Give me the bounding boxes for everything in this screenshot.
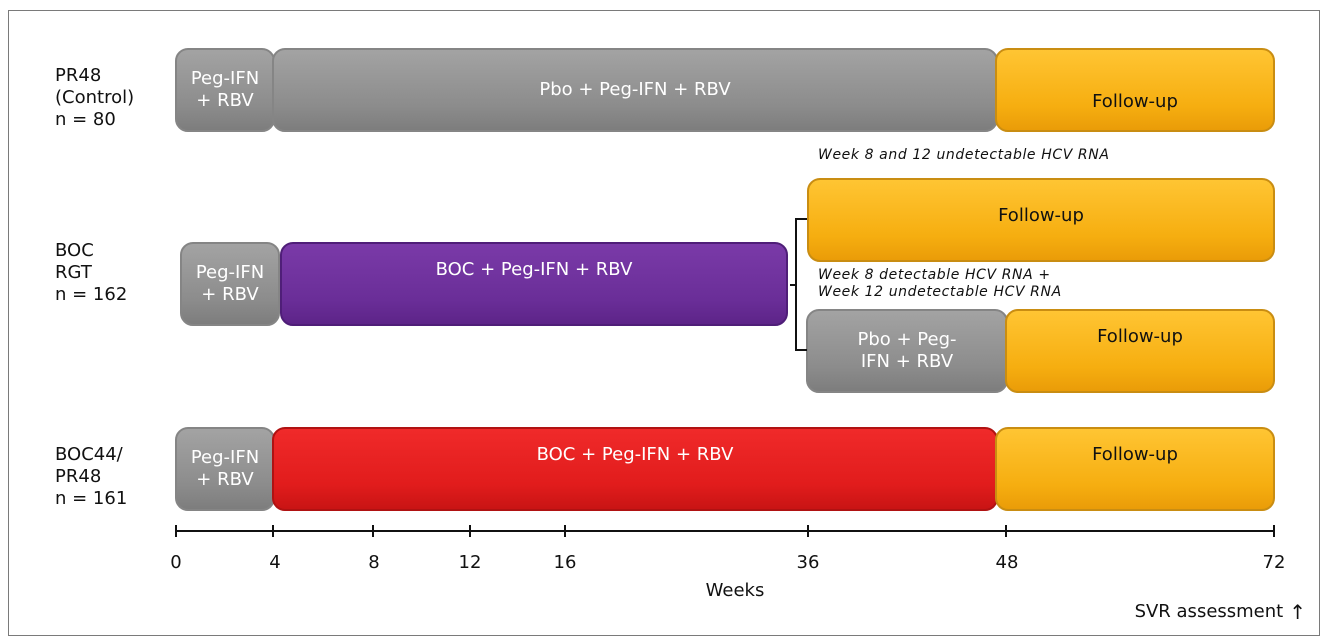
arm-label-pr48: PR48 (Control) n = 80: [55, 65, 135, 130]
rgt-pbo-bar: Pbo + Peg- IFN + RBV: [806, 309, 1008, 393]
axis-title: Weeks: [705, 580, 765, 601]
axis-tick-label: 8: [368, 552, 380, 573]
axis-tick-label: 36: [796, 552, 820, 573]
axis-tick: [175, 525, 177, 537]
bracket-bottom-arm: [795, 349, 807, 351]
arrow-up-icon: ↑: [1289, 599, 1306, 624]
axis-tick-label: 12: [458, 552, 482, 573]
axis-tick: [272, 525, 274, 537]
boc44-main-bar: BOC + Peg-IFN + RBV: [272, 427, 998, 511]
axis-tick-label: 4: [269, 552, 281, 573]
pr48-leadin-bar: Peg-IFN + RBV: [175, 48, 275, 132]
rgt-leadin-bar: Peg-IFN + RBV: [180, 242, 280, 326]
bracket-stem: [790, 284, 797, 286]
pr48-main-bar: Pbo + Peg-IFN + RBV: [272, 48, 998, 132]
axis-tick-label: 0: [170, 552, 182, 573]
axis-tick: [469, 525, 471, 537]
svr-assessment-note: SVR assessment ↑: [1135, 601, 1306, 622]
axis-tick: [1273, 525, 1275, 537]
axis-tick: [807, 525, 809, 537]
bracket-top-arm: [795, 218, 807, 220]
svr-assessment-label: SVR assessment: [1134, 601, 1284, 622]
diagram-frame: [8, 10, 1320, 636]
axis-tick: [1005, 525, 1007, 537]
rgt-followup-b-bar: Follow-up: [1005, 309, 1275, 393]
note-detectable: Week 8 detectable HCV RNA + Week 12 unde…: [818, 267, 1062, 300]
axis-tick-label: 72: [1262, 552, 1286, 573]
arm-label-boc44: BOC44/ PR48 n = 161: [55, 444, 128, 509]
pr48-followup-bar: Follow-up: [995, 48, 1275, 132]
axis-tick: [564, 525, 566, 537]
axis-tick-label: 16: [553, 552, 577, 573]
weeks-axis-line: [175, 530, 1275, 532]
note-undetectable: Week 8 and 12 undetectable HCV RNA: [818, 147, 1110, 163]
boc44-followup-bar: Follow-up: [995, 427, 1275, 511]
arm-label-boc-rgt: BOC RGT n = 162: [55, 240, 128, 305]
axis-tick-label: 48: [995, 552, 1019, 573]
axis-tick: [372, 525, 374, 537]
rgt-main-bar: BOC + Peg-IFN + RBV: [280, 242, 788, 326]
boc44-leadin-bar: Peg-IFN + RBV: [175, 427, 275, 511]
rgt-followup-a-bar: Follow-up: [807, 178, 1275, 262]
bracket-vertical: [795, 218, 797, 351]
